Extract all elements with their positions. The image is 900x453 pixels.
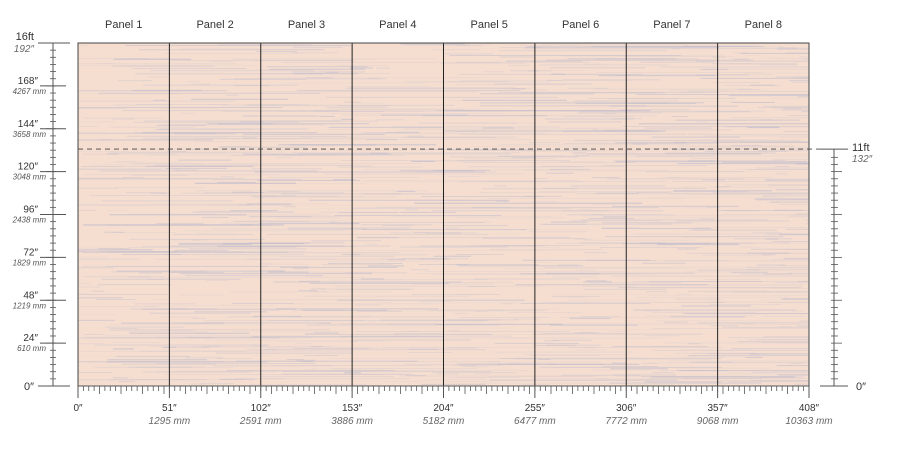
bottom-tick-label: 0″ [73, 403, 83, 414]
panel-label-2: Panel 2 [196, 19, 233, 31]
bottom-tick-sublabel: 10363 mm [785, 416, 832, 427]
bottom-tick-sublabel: 1295 mm [149, 416, 191, 427]
right-axis-zero-label: 0″ [856, 381, 866, 393]
bottom-tick-sublabel: 5182 mm [423, 416, 465, 427]
bottom-tick-label: 153″ [342, 403, 363, 414]
bottom-tick-sublabel: 9068 mm [697, 416, 739, 427]
left-axis-ticks: 168″4267 mm 144″3658 mm 120″3048 mm 96″2438… [12, 49, 66, 380]
right-axis-label: 11ft [852, 142, 870, 154]
bottom-tick-label: 51″ [162, 403, 177, 414]
left-tick-sublabel: 3658 mm [13, 130, 47, 139]
bottom-tick-sublabel: 6477 mm [514, 416, 556, 427]
left-axis-zero-label: 0″ [24, 381, 34, 393]
left-tick-sublabel: 1219 mm [13, 301, 47, 310]
left-axis-top-sub: 192″ [14, 44, 35, 55]
bottom-tick-label: 357″ [708, 403, 729, 414]
panel-label-8: Panel 8 [745, 19, 782, 31]
panel-label-3: Panel 3 [288, 19, 325, 31]
bottom-axis-major-ticks: 0″ 51″ 1295 mm 102″ 2591 mm 153″ 3886 mm 204″ 51… [73, 386, 833, 427]
bottom-tick-label: 204″ [433, 403, 454, 414]
bottom-tick-label: 255″ [525, 403, 546, 414]
left-tick-label: 120″ [18, 162, 39, 173]
left-tick-sublabel: 610 mm [17, 344, 46, 353]
bottom-tick-sublabel: 3886 mm [331, 416, 373, 427]
left-tick-label: 168″ [18, 76, 39, 87]
bottom-tick-sublabel: 7772 mm [605, 416, 647, 427]
bottom-tick-label: 408″ [799, 403, 820, 414]
panel-dividers [168, 43, 719, 386]
left-tick-label: 24″ [23, 333, 38, 344]
right-height-axis: 11ft 132″ 0″ [820, 142, 873, 393]
panel-label-5: Panel 5 [471, 19, 508, 31]
left-tick-sublabel: 1829 mm [13, 258, 47, 267]
left-tick-label: 96″ [23, 205, 38, 216]
panel-labels: Panel 1 Panel 2 Panel 3 Panel 4 Panel 5 … [105, 19, 782, 31]
left-tick-sublabel: 4267 mm [13, 87, 47, 96]
bottom-tick-label: 102″ [251, 403, 272, 414]
left-height-axis: 16ft 192″ 0″ 168″4267 mm 144″3658 mm 120″3… [12, 31, 70, 393]
left-tick-label: 72″ [23, 247, 38, 258]
panel-label-7: Panel 7 [653, 19, 690, 31]
left-axis-top-label: 16ft [16, 31, 34, 43]
left-tick-label: 48″ [23, 290, 38, 301]
right-axis-ticks [831, 156, 842, 380]
right-axis-sub: 132″ [852, 154, 873, 165]
left-tick-sublabel: 2438 mm [12, 216, 47, 225]
panel-label-4: Panel 4 [379, 19, 416, 31]
panel-label-6: Panel 6 [562, 19, 599, 31]
bottom-width-axis: 0″ 51″ 1295 mm 102″ 2591 mm 153″ 3886 mm 204″ 51… [73, 385, 833, 427]
bottom-tick-label: 306″ [616, 403, 637, 414]
bottom-tick-sublabel: 2591 mm [239, 416, 282, 427]
panel-label-1: Panel 1 [105, 19, 142, 31]
left-tick-label: 144″ [18, 119, 39, 130]
left-tick-sublabel: 3048 mm [13, 173, 47, 182]
